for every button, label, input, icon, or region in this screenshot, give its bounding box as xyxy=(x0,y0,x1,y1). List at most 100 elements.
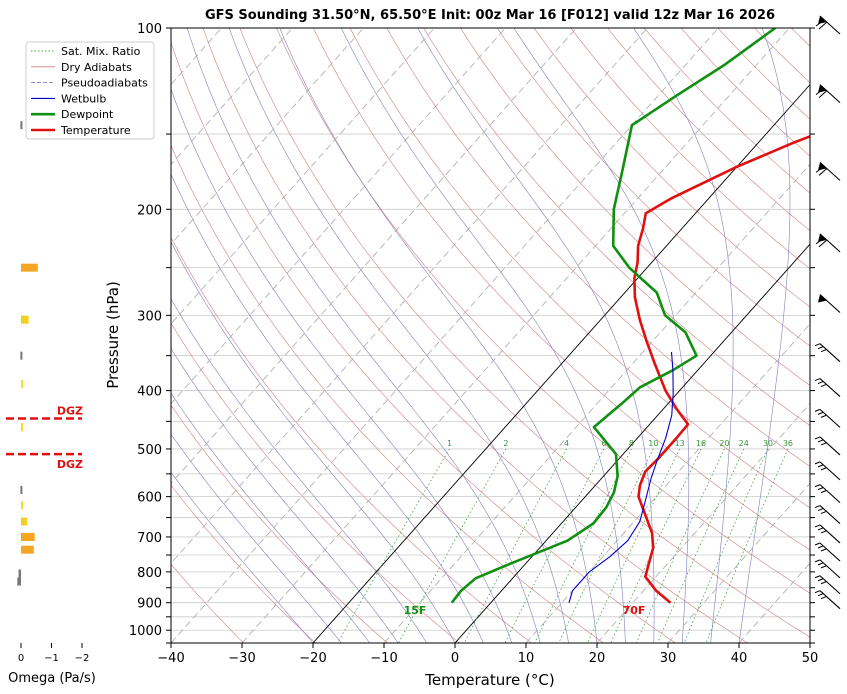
x-tick-label: −40 xyxy=(157,651,184,666)
legend-label: Temperature xyxy=(60,124,131,137)
omega-bar xyxy=(21,517,28,526)
wind-barb-staff xyxy=(819,408,841,428)
wind-barb-staff xyxy=(819,343,841,363)
dry-adiabat-line xyxy=(313,28,810,551)
wind-barb-flag xyxy=(814,484,821,488)
wind-barb-flag xyxy=(817,578,824,582)
pseudoadiabat-line xyxy=(341,28,626,643)
legend-label: Wetbulb xyxy=(61,92,106,105)
mixing-ratio-line xyxy=(534,448,632,643)
isotherm-line xyxy=(171,28,293,165)
isotherm-line xyxy=(171,28,506,405)
wind-barb-flag xyxy=(820,565,827,569)
wind-barb-flag xyxy=(817,487,824,491)
y-tick-label: 400 xyxy=(137,385,162,400)
y-tick-label: 800 xyxy=(137,566,162,581)
wind-barb-flag xyxy=(820,384,827,388)
legend-label: Dewpoint xyxy=(61,108,114,121)
wind-barb xyxy=(814,343,841,363)
pseudoadiabat-line xyxy=(417,28,655,643)
dewpoint-surface-label: 15F xyxy=(404,604,427,617)
wind-barb-staff xyxy=(819,524,841,544)
omega-tick-label: −1 xyxy=(44,653,59,664)
wind-barb xyxy=(814,590,841,610)
mixing-ratio-label: 16 xyxy=(696,439,706,448)
dry-adiabat-line xyxy=(239,28,810,638)
omega-bar xyxy=(21,423,23,432)
wind-barb-flag xyxy=(820,548,827,552)
legend-label: Dry Adiabats xyxy=(61,61,132,74)
dry-adiabat-line xyxy=(171,404,388,643)
profile-lines xyxy=(450,28,810,604)
wind-barb-flag xyxy=(815,165,825,173)
isotherm-line xyxy=(738,562,810,643)
omega-bar xyxy=(21,532,35,541)
mixing-ratio-line xyxy=(558,448,654,643)
wind-barb-flag xyxy=(814,436,821,440)
dry-adiabat-line xyxy=(171,322,460,643)
wind-barb-flag xyxy=(814,559,821,563)
wind-barb-flag xyxy=(814,343,821,347)
mixing-ratio-line xyxy=(610,448,702,643)
mixing-ratio-label: 20 xyxy=(719,439,729,448)
pseudoadiabat-line xyxy=(279,28,598,643)
wind-barb-pennant xyxy=(818,294,827,303)
wind-barb-staff xyxy=(819,505,841,524)
wind-barb-staff xyxy=(819,590,841,610)
dry-adiabat-line xyxy=(423,28,810,427)
wind-barb-flag xyxy=(820,490,827,494)
wind-barb-pennant xyxy=(818,84,827,93)
wind-barb-flag xyxy=(820,511,827,515)
x-tick-label: −30 xyxy=(228,651,255,666)
wind-barb-staff xyxy=(819,484,841,504)
wind-barb-pennant xyxy=(818,16,827,24)
mixing-ratio-label: 10 xyxy=(648,439,658,448)
omega-bar xyxy=(18,569,21,578)
y-axis-label: Pressure (hPa) xyxy=(104,281,122,389)
y-tick-label: 1000 xyxy=(129,624,162,639)
y-tick-label: 700 xyxy=(137,531,162,546)
pseudoadiabat-line xyxy=(633,28,734,643)
isotherm-line xyxy=(171,28,719,643)
wind-barb-flag xyxy=(814,505,821,509)
wind-barb-flag xyxy=(817,439,824,443)
mixing-ratio-labels: 1 2 4 6 8 10 13 16 20 24 30 36 xyxy=(447,439,793,448)
pseudoadiabat-line xyxy=(171,433,342,643)
isotherm-line xyxy=(383,163,810,643)
dry-adiabat-line xyxy=(276,28,810,594)
pseudoadiabat-line xyxy=(171,471,314,643)
y-tick-label: 100 xyxy=(137,22,162,37)
isotherm-line xyxy=(171,28,648,564)
wind-barb-flag xyxy=(820,581,827,585)
mixing-ratio-label: 36 xyxy=(783,439,793,448)
wind-barb-staff xyxy=(819,575,841,595)
wind-barb-flag xyxy=(820,596,827,600)
wind-barb-pennant xyxy=(818,233,827,242)
x-axis-label: Temperature (°C) xyxy=(424,671,554,689)
temperature-line xyxy=(633,134,810,604)
wind-barb-flag xyxy=(814,461,821,465)
wind-barb-flag xyxy=(817,381,824,385)
omega-bar xyxy=(17,577,21,586)
wind-barb xyxy=(814,559,841,579)
pseudoadiabat-line xyxy=(738,28,791,643)
wind-barb-flag xyxy=(814,408,821,412)
wind-barb-flag xyxy=(820,349,827,353)
y-tick-label: 200 xyxy=(137,203,162,218)
pseudoadiabat-line xyxy=(171,298,427,643)
wind-barb-flag xyxy=(814,542,821,546)
wind-barb-pennant xyxy=(818,162,827,171)
y-tick-label: 500 xyxy=(137,443,162,458)
mixing-ratio-line xyxy=(337,448,450,643)
dry-adiabat-line xyxy=(460,28,810,386)
mixing-ratio-label: 30 xyxy=(763,439,773,448)
wind-barb xyxy=(814,436,841,456)
isotherm-line xyxy=(171,28,577,485)
wind-barb-flag xyxy=(814,575,821,579)
dry-adiabat-line xyxy=(496,28,810,347)
omega-bar xyxy=(20,351,23,360)
wind-barb xyxy=(814,378,841,397)
legend-box xyxy=(25,41,155,140)
dry-adiabat-line xyxy=(533,28,810,308)
